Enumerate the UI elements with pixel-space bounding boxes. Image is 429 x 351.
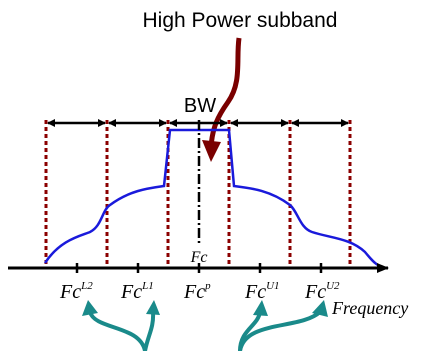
teal-arrow bbox=[143, 311, 156, 351]
teal-arrowhead bbox=[312, 300, 328, 317]
teal-arrowhead bbox=[82, 300, 98, 316]
carrier-label: FcU1 bbox=[244, 280, 280, 303]
teal-arrowhead bbox=[146, 300, 160, 315]
axis-label-frequency: Frequency bbox=[331, 298, 408, 318]
carrier-label: Fcp bbox=[183, 280, 211, 303]
high-power-arrowhead bbox=[202, 140, 221, 162]
center-fc-label: Fc bbox=[190, 249, 208, 266]
upper-carrier-arrows bbox=[238, 310, 322, 351]
teal-arrowhead bbox=[253, 300, 268, 316]
channel-boundaries bbox=[44, 120, 352, 268]
carrier-label: FcL1 bbox=[120, 280, 154, 303]
high-power-arrow bbox=[208, 37, 242, 149]
bw-label: BW bbox=[184, 95, 216, 117]
diagram-title: High Power subband bbox=[143, 9, 338, 32]
axis-ticks bbox=[75, 263, 323, 273]
carrier-label: FcU2 bbox=[304, 280, 340, 303]
teal-arrow bbox=[88, 311, 147, 351]
teal-arrow bbox=[238, 310, 322, 351]
spectrum-curve bbox=[43, 128, 379, 267]
lower-carrier-arrows bbox=[88, 311, 156, 351]
carrier-label: FcL2 bbox=[59, 280, 93, 303]
